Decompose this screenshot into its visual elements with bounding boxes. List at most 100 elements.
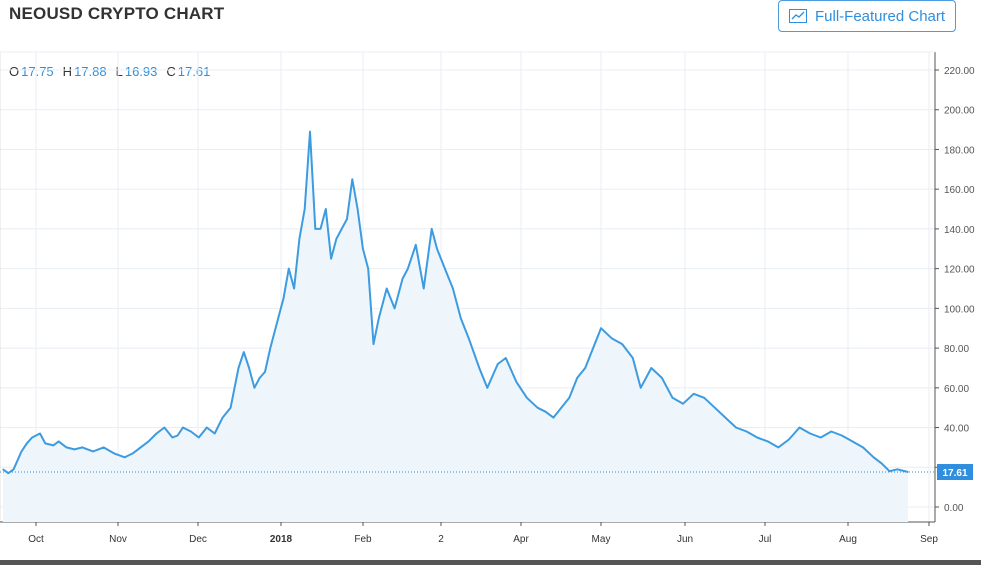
data-point (367, 268, 369, 270)
x-tick-label: Feb (354, 534, 372, 545)
data-point (497, 363, 499, 365)
data-point (798, 426, 801, 429)
data-point (767, 440, 769, 442)
data-point (888, 470, 891, 472)
data-point (124, 456, 126, 458)
data-point (58, 440, 60, 442)
data-point (735, 426, 737, 429)
data-point (304, 208, 306, 210)
close-item: C 17.61 (166, 64, 211, 79)
data-point (515, 381, 518, 383)
data-point (505, 357, 507, 359)
y-tick-label: 60.00 (944, 384, 969, 395)
data-point (372, 343, 375, 345)
data-point (264, 371, 266, 373)
full-featured-chart-button[interactable]: Full-Featured Chart (778, 0, 956, 32)
data-point (576, 377, 578, 379)
y-tick-label: 160.00 (944, 185, 975, 196)
data-point (330, 258, 332, 260)
data-point (293, 287, 295, 290)
data-point (544, 411, 547, 413)
chart-line-icon (789, 9, 807, 23)
data-point (650, 367, 652, 369)
data-point (746, 430, 748, 433)
data-point (526, 397, 528, 399)
y-tick-label: 140.00 (944, 225, 975, 236)
data-point (444, 268, 446, 270)
data-point (661, 377, 663, 379)
y-tick-label: 180.00 (944, 145, 975, 156)
data-point (288, 268, 290, 270)
data-point (31, 436, 33, 439)
data-point (248, 367, 250, 369)
data-point (351, 178, 353, 180)
data-point (830, 430, 832, 433)
data-point (155, 432, 158, 435)
data-point (132, 452, 134, 454)
data-point (171, 436, 173, 439)
data-point (756, 436, 758, 439)
data-point (777, 446, 779, 448)
data-point (103, 446, 105, 448)
data-point (788, 438, 790, 441)
data-point (206, 426, 208, 429)
data-point (253, 387, 255, 389)
data-point (309, 131, 311, 133)
data-point (222, 417, 224, 419)
high-item: H 17.88 (62, 64, 107, 79)
data-point (611, 337, 613, 339)
bottom-toolbar-strip (0, 560, 981, 565)
data-point (386, 287, 388, 290)
data-point (468, 337, 470, 339)
x-tick-label: May (592, 534, 611, 545)
data-point (452, 287, 454, 290)
high-value: 17.88 (74, 64, 107, 79)
data-point (282, 297, 285, 299)
data-point (809, 432, 811, 435)
data-point (873, 456, 875, 458)
data-point (415, 244, 417, 246)
data-point (724, 417, 727, 419)
data-point (259, 377, 261, 379)
full-featured-chart-label: Full-Featured Chart (815, 7, 946, 25)
close-value: 17.61 (177, 64, 211, 79)
data-point (182, 426, 184, 429)
data-point (362, 248, 364, 250)
open-item: O 17.75 (9, 64, 54, 79)
y-tick-label: 40.00 (944, 424, 969, 435)
data-point (198, 436, 200, 439)
data-point (552, 417, 555, 419)
data-point (378, 317, 380, 319)
data-point (851, 440, 854, 442)
x-tick-label: Nov (109, 534, 127, 545)
data-point (65, 446, 68, 448)
x-tick-label: Jun (677, 534, 693, 545)
data-point (214, 432, 216, 435)
data-point (73, 448, 75, 450)
data-point (2, 468, 4, 470)
data-point (682, 403, 684, 405)
data-point (177, 434, 179, 437)
low-value: 16.93 (124, 64, 158, 79)
data-point (20, 450, 23, 452)
data-point (92, 450, 94, 452)
data-point (896, 468, 899, 470)
data-point (44, 442, 46, 444)
y-tick-label: 100.00 (944, 304, 975, 315)
ohlc-legend: O 17.75 H 17.88 L 16.93 C 17.61 (9, 64, 210, 79)
data-point (671, 397, 674, 399)
data-point (621, 343, 623, 345)
open-value: 17.75 (21, 64, 54, 79)
data-point (7, 472, 9, 474)
data-point (190, 430, 192, 433)
data-point (341, 228, 343, 230)
data-point (52, 444, 54, 446)
data-point (536, 407, 539, 409)
data-point (862, 446, 864, 448)
x-tick-label: Aug (839, 534, 857, 545)
data-point (140, 446, 142, 448)
data-point (907, 471, 909, 473)
data-point (357, 208, 359, 210)
data-point (394, 307, 396, 309)
